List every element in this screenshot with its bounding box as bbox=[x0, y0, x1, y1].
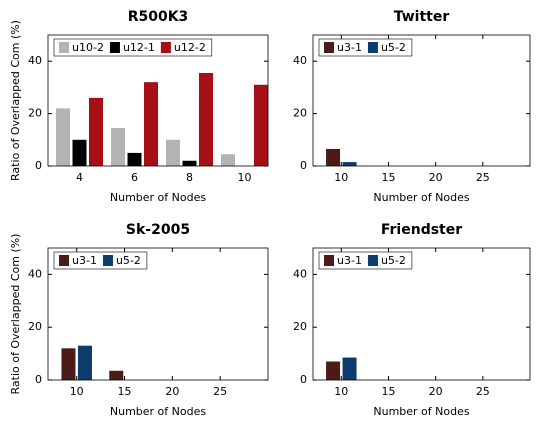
plot-frame bbox=[312, 34, 531, 167]
y-tick-label: 40 bbox=[293, 267, 307, 280]
legend-label: u5-2 bbox=[381, 41, 406, 54]
y-tick-label: 20 bbox=[293, 107, 307, 120]
x-tick-label: 15 bbox=[118, 385, 132, 398]
legend-swatch bbox=[102, 255, 113, 266]
y-tick-label: 40 bbox=[293, 54, 307, 67]
legend-label: u12-2 bbox=[174, 41, 206, 54]
legend-box bbox=[53, 38, 213, 57]
bar bbox=[166, 139, 180, 166]
y-tick-label: 20 bbox=[28, 320, 42, 333]
y-tick-label: 0 bbox=[300, 373, 307, 386]
chart-title: Friendster bbox=[381, 222, 462, 238]
legend-swatch bbox=[160, 42, 171, 53]
legend-swatch bbox=[324, 42, 334, 53]
bar bbox=[326, 148, 341, 166]
x-tick-label: 15 bbox=[381, 171, 395, 184]
legend-label: u3-1 bbox=[72, 254, 97, 267]
legend-box bbox=[53, 251, 148, 270]
y-tick-label: 0 bbox=[300, 159, 307, 172]
bar bbox=[72, 139, 87, 166]
chart-title: Twitter bbox=[394, 9, 450, 25]
bar bbox=[89, 97, 103, 166]
x-tick-label: 4 bbox=[76, 171, 83, 184]
x-axis-label: Number of Nodes bbox=[110, 405, 206, 418]
bar bbox=[56, 108, 70, 166]
y-tick-label: 40 bbox=[28, 54, 42, 67]
legend-swatch bbox=[324, 255, 334, 266]
legend-label: u5-2 bbox=[116, 254, 141, 267]
x-tick-label: 10 bbox=[70, 385, 84, 398]
y-tick-label: 20 bbox=[28, 107, 42, 120]
legend-box bbox=[318, 251, 413, 270]
bar bbox=[342, 357, 357, 380]
legend-label: u12-1 bbox=[123, 41, 155, 54]
bar bbox=[77, 345, 92, 380]
x-tick-label: 10 bbox=[238, 171, 252, 184]
x-tick-label: 6 bbox=[131, 171, 138, 184]
x-tick-label: 10 bbox=[334, 171, 348, 184]
x-tick-label: 20 bbox=[429, 385, 443, 398]
y-tick-label: 20 bbox=[293, 320, 307, 333]
y-tick-label: 0 bbox=[35, 159, 42, 172]
y-axis-label: Ratio of Overlapped Com (%) bbox=[9, 234, 22, 395]
bar bbox=[182, 160, 197, 166]
x-tick-label: 25 bbox=[476, 385, 490, 398]
plot-frame bbox=[47, 34, 269, 167]
bar bbox=[111, 128, 125, 166]
y-tick-label: 0 bbox=[35, 373, 42, 386]
legend-swatch bbox=[367, 42, 378, 53]
y-tick-label: 40 bbox=[28, 267, 42, 280]
legend-box bbox=[318, 38, 413, 57]
bar bbox=[326, 361, 341, 380]
bar bbox=[61, 348, 76, 380]
y-axis-label: Ratio of Overlapped Com (%) bbox=[9, 20, 22, 181]
x-tick-label: 25 bbox=[476, 171, 490, 184]
x-tick-label: 20 bbox=[429, 171, 443, 184]
bar bbox=[254, 84, 268, 166]
legend-swatch bbox=[59, 42, 69, 53]
legend-swatch bbox=[109, 42, 120, 53]
bar bbox=[221, 154, 235, 166]
legend-label: u3-1 bbox=[337, 41, 362, 54]
legend-label: u3-1 bbox=[337, 254, 362, 267]
bar bbox=[199, 72, 213, 166]
legend-label: u10-2 bbox=[72, 41, 104, 54]
bar bbox=[144, 82, 158, 166]
plot-frame bbox=[312, 247, 531, 381]
bar bbox=[127, 152, 142, 166]
x-axis-label: Number of Nodes bbox=[110, 191, 206, 204]
legend-swatch bbox=[367, 255, 378, 266]
chart-title: R500K3 bbox=[128, 9, 189, 25]
legend-label: u5-2 bbox=[381, 254, 406, 267]
legend-swatch bbox=[59, 255, 69, 266]
bar bbox=[342, 162, 357, 166]
x-tick-label: 8 bbox=[186, 171, 193, 184]
x-axis-label: Number of Nodes bbox=[373, 191, 469, 204]
plot-frame bbox=[47, 247, 269, 381]
chart-title: Sk-2005 bbox=[126, 222, 190, 238]
x-tick-label: 25 bbox=[213, 385, 227, 398]
bar bbox=[109, 370, 124, 380]
x-tick-label: 10 bbox=[334, 385, 348, 398]
x-tick-label: 15 bbox=[381, 385, 395, 398]
x-axis-label: Number of Nodes bbox=[373, 405, 469, 418]
x-tick-label: 20 bbox=[165, 385, 179, 398]
